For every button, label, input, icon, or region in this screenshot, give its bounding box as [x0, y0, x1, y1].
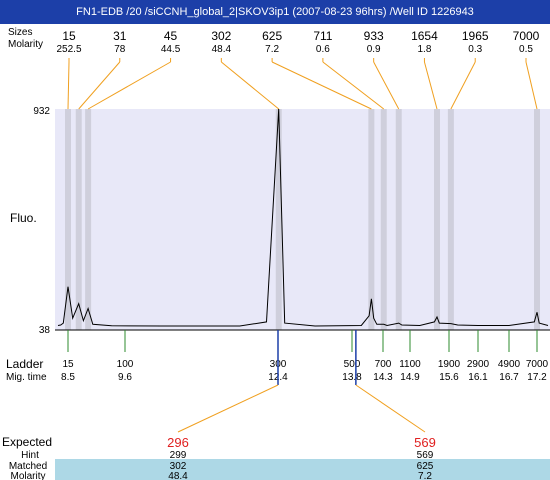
peak-header-labels: 15252.531784544.530248.46257.27110.69330…: [56, 29, 539, 55]
peak-size-label: 7000: [513, 29, 540, 43]
peak-band: [85, 109, 92, 330]
peak-band: [275, 109, 282, 330]
top-molarity-label: Molarity: [8, 39, 43, 50]
peak-molarity-label: 0.3: [468, 44, 482, 55]
window-title: FN1-EDB /20 /siCCNH_global_2|SKOV3ip1 (2…: [0, 0, 550, 24]
ladder-size-label: 7000: [526, 359, 549, 370]
ladder-size-label: 15: [62, 359, 74, 370]
mig-time-label: Mig. time: [6, 372, 47, 383]
expected-connector: [355, 384, 426, 433]
ladder-mig-time-label: 15.6: [439, 372, 459, 383]
hint-value: 569: [417, 450, 434, 461]
ladder-mig-time-label: 16.7: [499, 372, 519, 383]
ladder-size-label: 1900: [438, 359, 461, 370]
peak-connector: [87, 61, 171, 110]
peak-molarity-label: 7.2: [265, 44, 279, 55]
peak-molarity-label: 0.9: [367, 44, 381, 55]
peak-size-label: 625: [262, 29, 282, 43]
peak-size-label: 15: [62, 29, 76, 43]
ladder-size-label: 2900: [467, 359, 490, 370]
molarity-label: Molarity: [10, 471, 45, 480]
peak-size-label: 31: [113, 29, 127, 43]
matched-molarity-value: 48.4: [168, 471, 188, 480]
matched-band: [55, 459, 550, 480]
peak-band: [434, 109, 441, 330]
peak-connector: [78, 61, 121, 110]
matched-molarity-value: 7.2: [418, 471, 432, 480]
ladder-mig-time-label: 13.8: [342, 372, 362, 383]
peak-size-label: 711: [313, 29, 332, 43]
ladder-label: Ladder: [6, 357, 43, 371]
peak-connector: [67, 61, 70, 110]
expected-label: Expected: [2, 435, 52, 449]
peak-connector: [221, 61, 280, 110]
ladder-mig-time-label: 9.6: [118, 372, 132, 383]
peak-band: [380, 109, 387, 330]
ladder-mig-time-label: 14.9: [400, 372, 420, 383]
top-sizes-label: Sizes: [8, 27, 32, 38]
ladder-ticks: 158.51009.630012.450013.870014.3110014.9…: [61, 330, 549, 383]
plot-area: [55, 109, 550, 330]
peak-molarity-label: 78: [114, 44, 126, 55]
expected-value: 296: [167, 435, 189, 450]
peak-band: [75, 109, 82, 330]
peak-connector: [423, 61, 438, 110]
peak-size-label: 1654: [411, 29, 438, 43]
peak-band: [395, 109, 402, 330]
peak-molarity-label: 44.5: [161, 44, 181, 55]
hint-value: 299: [170, 450, 187, 461]
peak-molarity-label: 252.5: [56, 44, 81, 55]
peak-connector: [450, 61, 476, 110]
ladder-mig-time-label: 16.1: [468, 372, 488, 383]
peak-connector: [525, 61, 538, 110]
peak-size-label: 933: [364, 29, 384, 43]
peak-size-label: 1965: [462, 29, 489, 43]
peak-connector: [322, 61, 385, 110]
peak-connector: [373, 61, 400, 110]
peak-band: [534, 109, 540, 330]
peak-molarity-label: 48.4: [212, 44, 232, 55]
ladder-mig-time-label: 8.5: [61, 372, 75, 383]
peak-molarity-label: 1.8: [417, 44, 431, 55]
peak-band: [65, 109, 71, 330]
fluorescence-trace: [57, 108, 549, 327]
y-min-label: 38: [39, 325, 51, 336]
matched-label: Matched: [9, 461, 47, 472]
ladder-size-label: 4900: [498, 359, 521, 370]
expected-value: 569: [414, 435, 436, 450]
fluo-label: Fluo.: [10, 211, 37, 225]
y-max-label: 932: [33, 106, 50, 117]
ladder-mig-time-label: 17.2: [527, 372, 547, 383]
matched-value: 625: [417, 461, 434, 472]
peak-connector: [271, 61, 372, 110]
peak-connectors: [67, 58, 538, 110]
ladder-size-label: 100: [117, 359, 134, 370]
hint-label: Hint: [21, 450, 39, 461]
matched-value: 302: [170, 461, 187, 472]
ladder-mig-time-label: 14.3: [373, 372, 393, 383]
peak-band: [447, 109, 454, 330]
peak-bands: [65, 109, 540, 330]
peak-size-label: 45: [164, 29, 178, 43]
ladder-size-label: 700: [375, 359, 392, 370]
ladder-size-label: 1100: [399, 359, 421, 370]
peak-molarity-label: 0.5: [519, 44, 533, 55]
peak-size-label: 302: [211, 29, 231, 43]
ladder-size-label: 500: [344, 359, 361, 370]
expected-connector: [177, 384, 279, 433]
peak-band: [368, 109, 375, 330]
peak-molarity-label: 0.6: [316, 44, 330, 55]
